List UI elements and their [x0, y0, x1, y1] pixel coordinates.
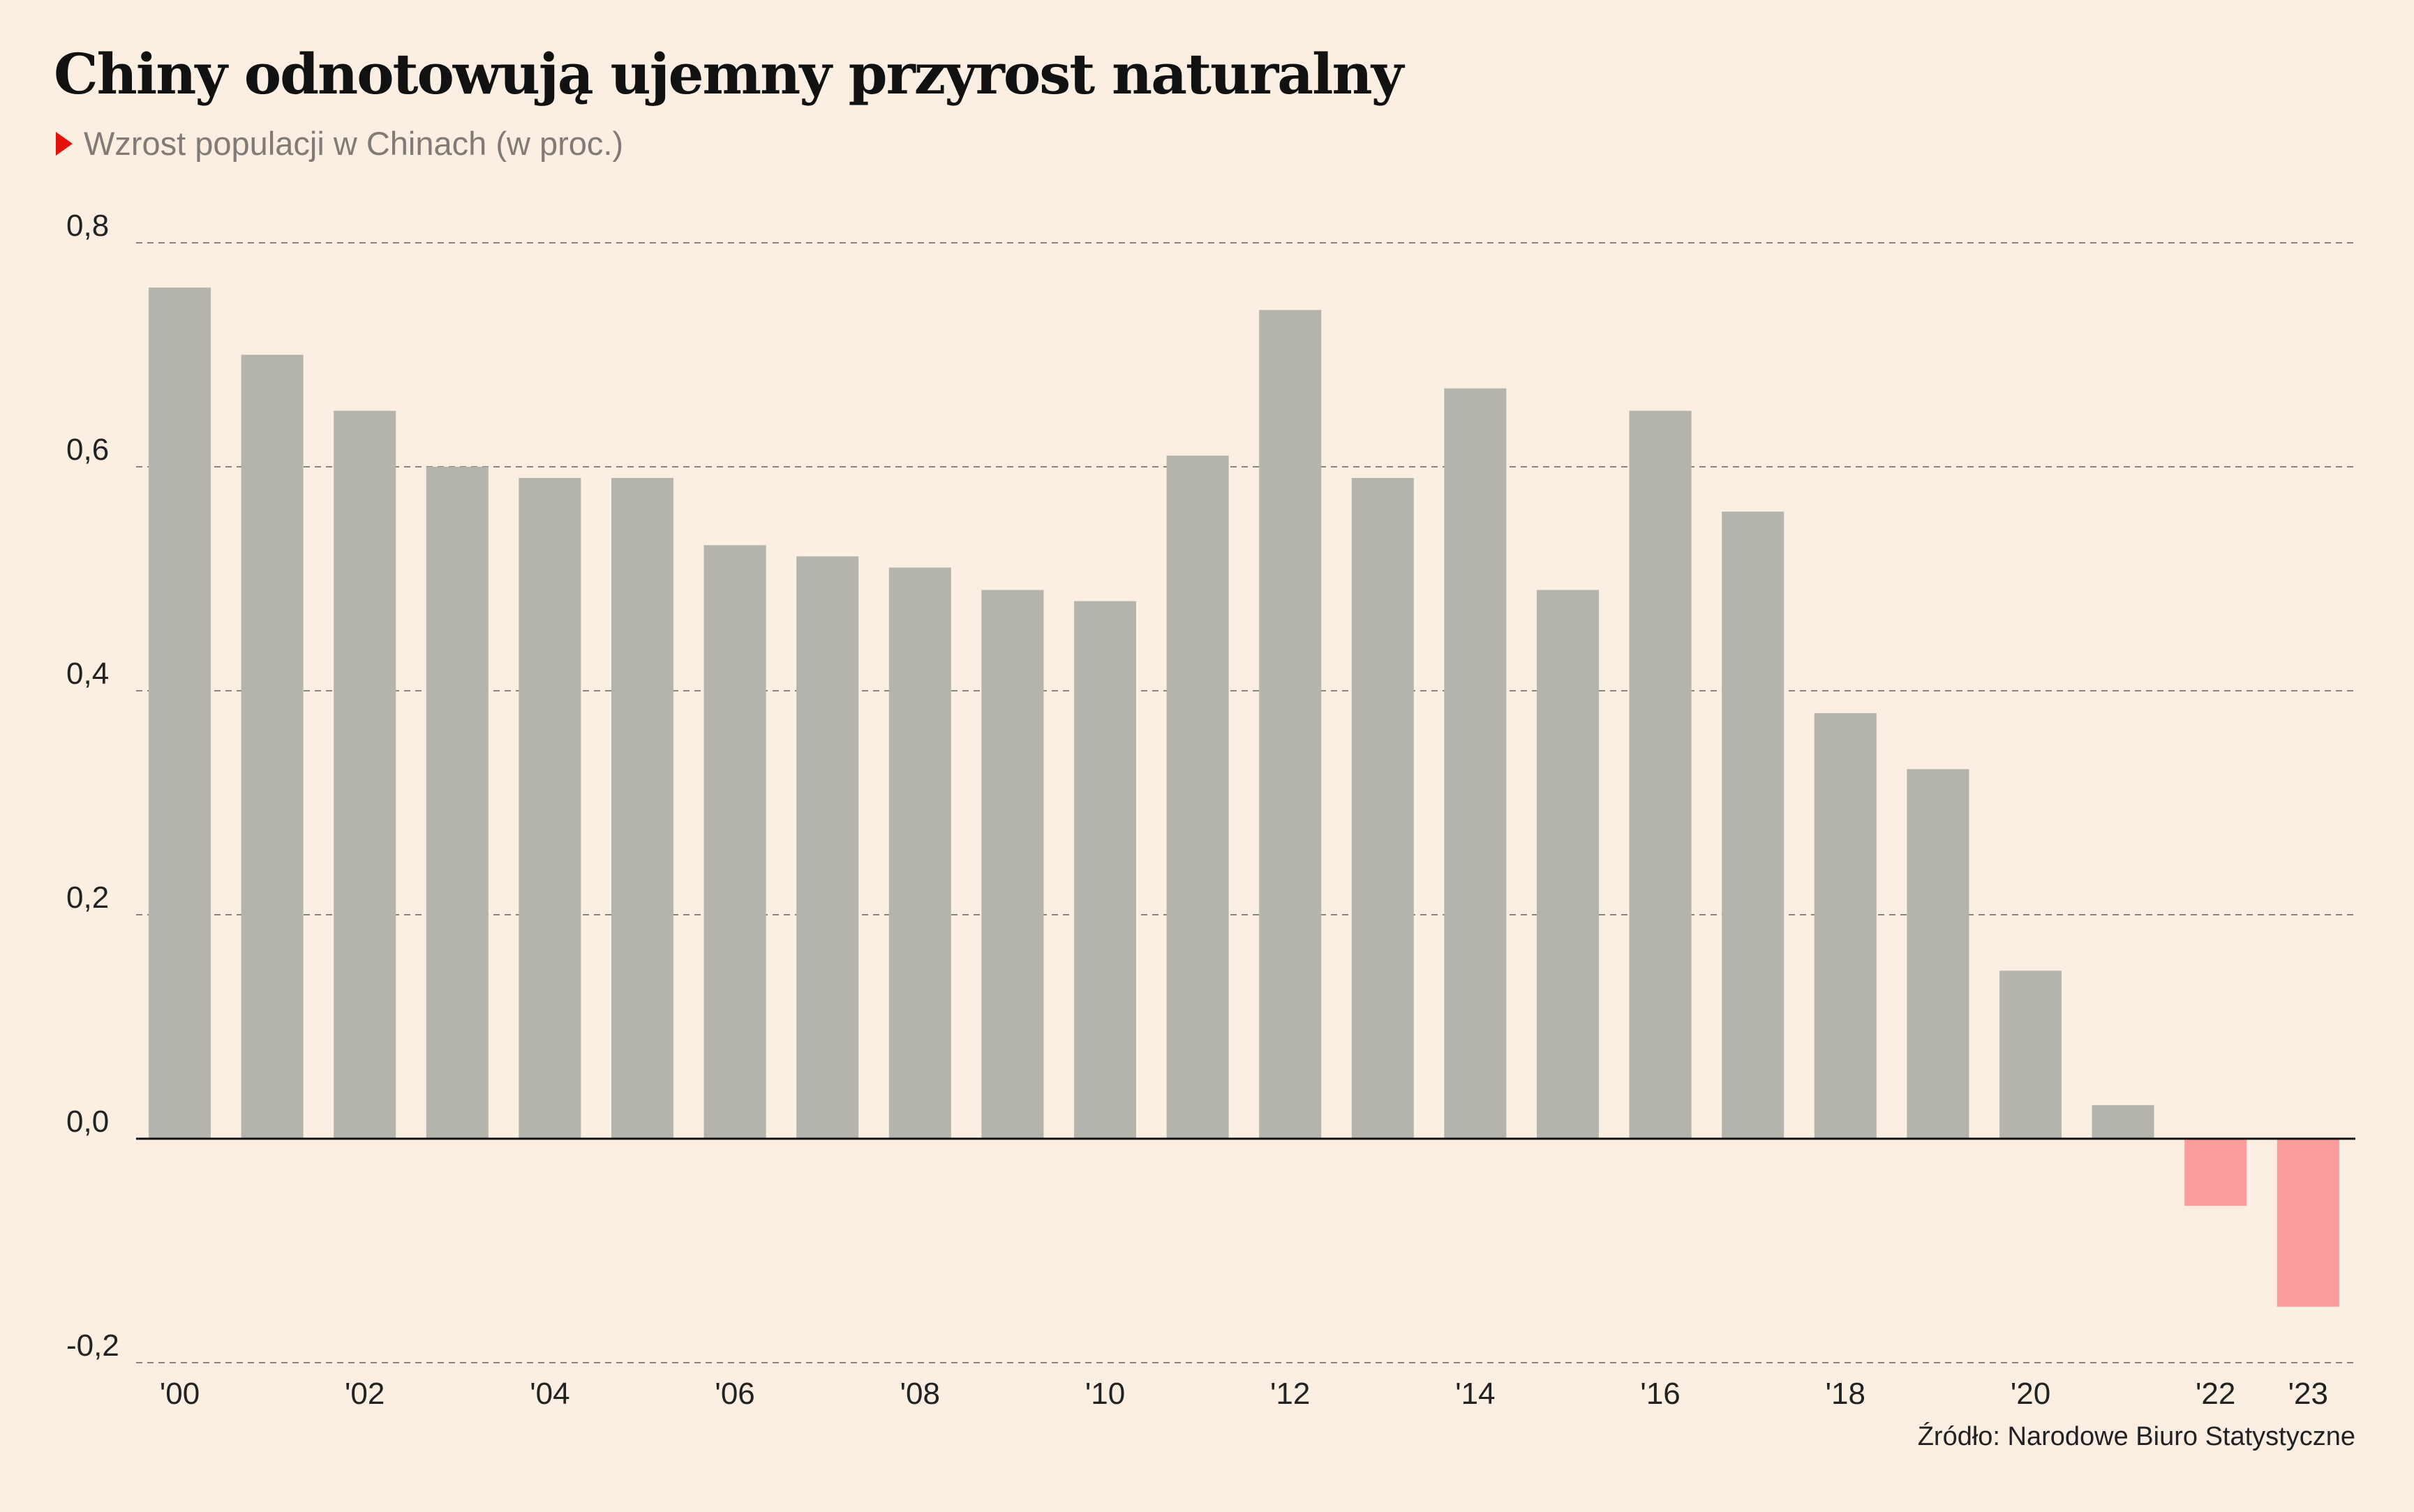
- bar-2003: [426, 467, 489, 1139]
- x-tick-label: '20: [2011, 1377, 2050, 1411]
- bar-2012: [1259, 310, 1322, 1139]
- x-tick-label: '16: [1640, 1377, 1680, 1411]
- y-tick-label: 0,6: [66, 433, 109, 467]
- bar-2010: [1074, 601, 1136, 1139]
- bar-2017: [1722, 511, 1785, 1139]
- red-triangle-icon: [56, 131, 73, 156]
- y-axis-ticks: -0,2 0,0 0,2 0,4 0,6 0,8: [66, 209, 119, 1363]
- y-tick-label: -0,2: [66, 1328, 119, 1363]
- bar-2004: [519, 478, 581, 1139]
- bar-2011: [1166, 455, 1229, 1139]
- bar-2002: [334, 410, 396, 1139]
- bar-2009: [981, 590, 1044, 1139]
- bar-2008: [888, 567, 951, 1139]
- bar-2016: [1629, 410, 1692, 1139]
- y-tick-label: 0,0: [66, 1105, 109, 1139]
- bar-2015: [1537, 590, 1599, 1139]
- x-tick-label: '12: [1270, 1377, 1310, 1411]
- x-tick-label: '18: [1826, 1377, 1865, 1411]
- bar-2014: [1444, 388, 1507, 1139]
- bar-2005: [611, 478, 673, 1139]
- chart-title: Chiny odnotowują ujemny przyrost natural…: [54, 41, 1403, 107]
- x-tick-label: '14: [1455, 1377, 1495, 1411]
- x-tick-label: '00: [160, 1377, 200, 1411]
- x-tick-label: '06: [715, 1377, 754, 1411]
- chart-subtitle: Wzrost populacji w Chinach (w proc.): [56, 126, 623, 162]
- x-tick-label: '04: [530, 1377, 569, 1411]
- x-tick-label: '08: [900, 1377, 940, 1411]
- bar-2007: [796, 556, 859, 1139]
- bars: [149, 287, 2339, 1307]
- bar-2018: [1814, 713, 1877, 1139]
- y-tick-label: 0,8: [66, 209, 109, 243]
- bar-2022: [2184, 1139, 2247, 1206]
- x-tick-label: '02: [345, 1377, 385, 1411]
- x-tick-label: '22: [2196, 1377, 2235, 1411]
- x-tick-label: '10: [1085, 1377, 1125, 1411]
- y-tick-label: 0,2: [66, 881, 109, 915]
- x-tick-label: '23: [2288, 1377, 2328, 1411]
- subtitle-text: Wzrost populacji w Chinach (w proc.): [84, 125, 624, 162]
- bar-2023: [2277, 1139, 2339, 1307]
- y-tick-label: 0,4: [66, 657, 109, 691]
- bar-2000: [149, 287, 211, 1139]
- bar-2006: [703, 545, 766, 1139]
- bar-2013: [1351, 478, 1414, 1139]
- bar-2019: [1907, 769, 1969, 1139]
- bar-2020: [1999, 971, 2062, 1139]
- gridlines: [136, 242, 2355, 1363]
- x-axis-ticks: '00 '02 '04 '06 '08 '10 '12 '14 '16 '18 '20 '22 '23: [160, 1377, 2328, 1411]
- bar-2001: [241, 354, 304, 1139]
- bar-2021: [2092, 1105, 2154, 1139]
- source-note: Źródło: Narodowe Biuro Statystyczne: [1917, 1422, 2355, 1451]
